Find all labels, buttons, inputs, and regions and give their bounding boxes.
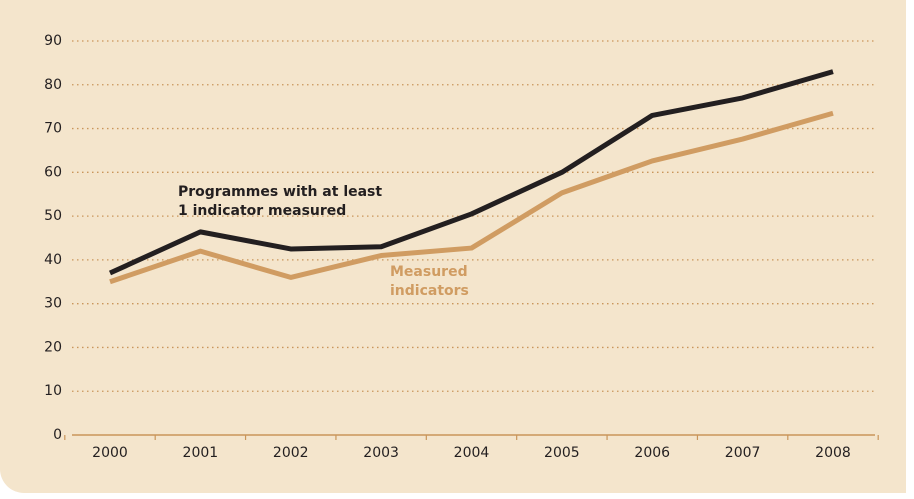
- x-tick-label: 2001: [183, 445, 219, 461]
- x-tick-label: 2003: [363, 445, 399, 461]
- y-tick-label: 60: [44, 164, 62, 180]
- chart-background: [0, 0, 906, 493]
- series-label: Measured indicators: [390, 264, 469, 299]
- x-tick-label: 2007: [725, 445, 761, 461]
- y-tick-label: 70: [44, 121, 62, 137]
- x-tick-label: 2008: [815, 445, 851, 461]
- y-tick-label: 80: [44, 77, 62, 93]
- series-label: Programmes with at least 1 indicator mea…: [178, 184, 383, 219]
- y-tick-label: 50: [44, 208, 62, 224]
- y-tick-label: 10: [44, 383, 62, 399]
- x-tick-label: 2000: [92, 445, 128, 461]
- x-tick-label: 2006: [634, 445, 670, 461]
- x-tick-label: 2004: [454, 445, 490, 461]
- y-tick-label: 20: [44, 339, 62, 355]
- y-tick-label: 40: [44, 252, 62, 268]
- series-line: [109, 110, 834, 285]
- series-line: [108, 69, 834, 276]
- y-tick-label: 30: [44, 296, 62, 312]
- x-tick-label: 2005: [544, 445, 580, 461]
- y-tick-label: 90: [44, 33, 62, 49]
- y-tick-label: 0: [53, 427, 62, 443]
- x-tick-label: 2002: [273, 445, 309, 461]
